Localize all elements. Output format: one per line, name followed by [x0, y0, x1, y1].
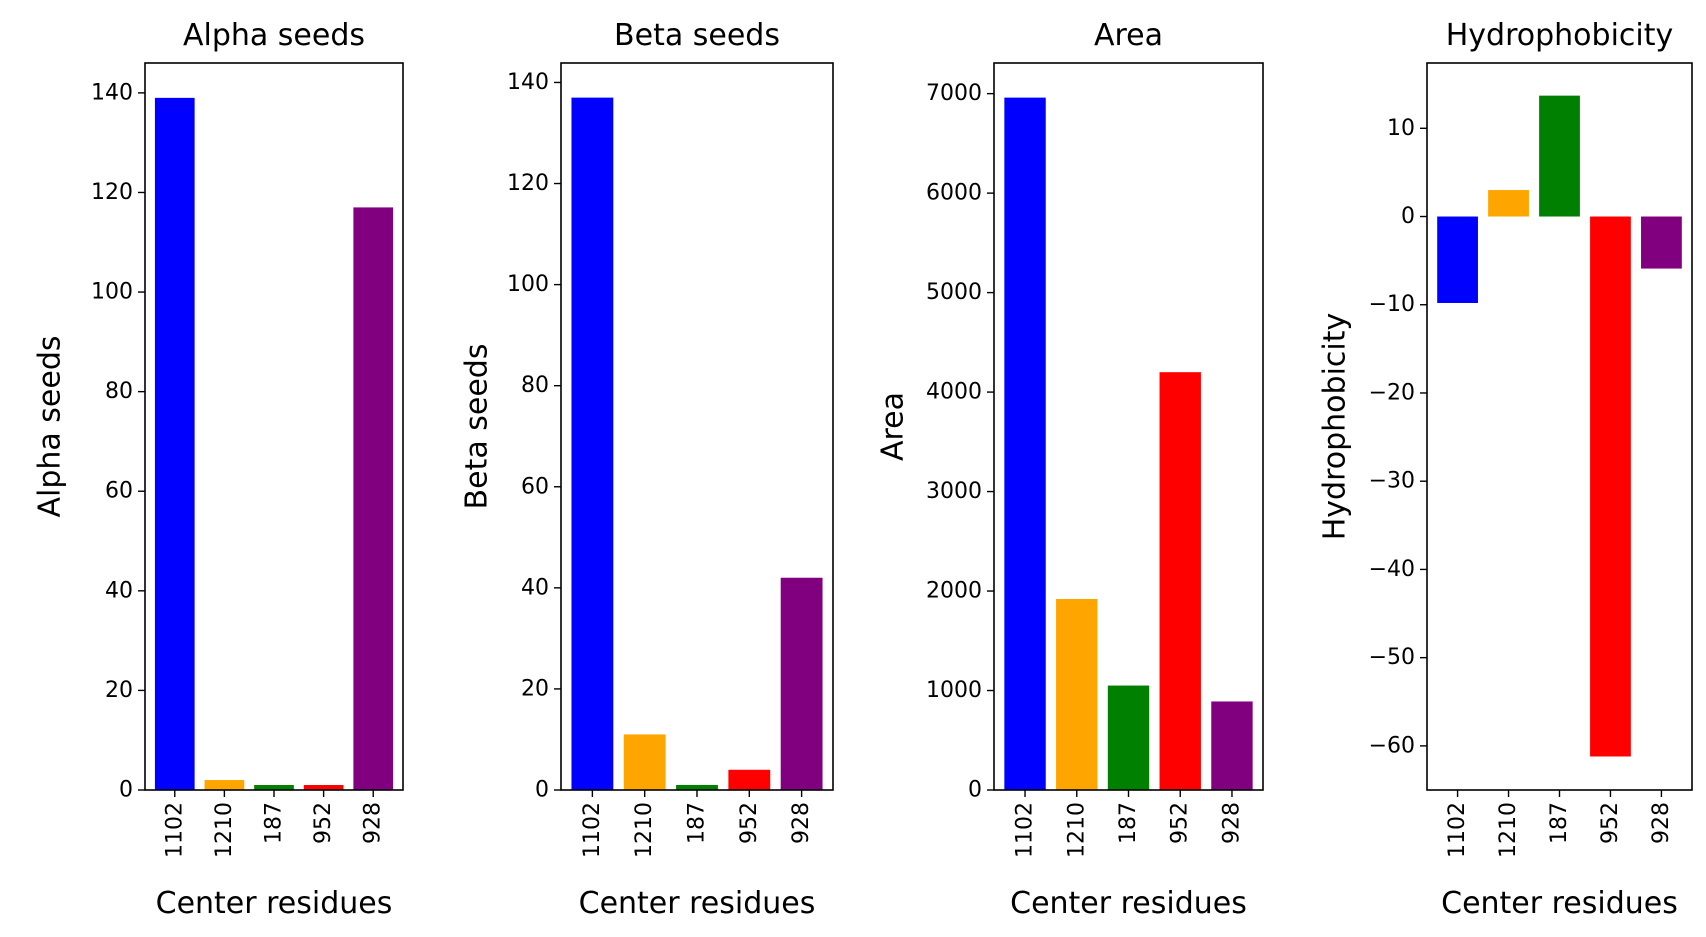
bar-952 — [303, 785, 344, 790]
x-tick-label: 187 — [1116, 802, 1141, 844]
x-tick-label: 928 — [1219, 802, 1244, 844]
y-tick-label: 40 — [105, 578, 133, 603]
chart-title: Hydrophobicity — [1446, 18, 1674, 53]
y-tick-label: −30 — [1369, 469, 1415, 494]
y-axis-label: Beta seeds — [460, 344, 495, 510]
bar-1102 — [154, 97, 195, 791]
y-tick-label: −40 — [1369, 557, 1415, 582]
y-tick-label: 1000 — [926, 678, 982, 703]
x-tick-label: 1210 — [1064, 802, 1089, 858]
panel-hydrophobicity: Hydrophobicity Hydrophobicity Center res… — [1318, 18, 1693, 921]
y-tick-label: 0 — [968, 778, 982, 803]
y-tick-label: 5000 — [926, 280, 982, 305]
x-tick-label: 952 — [311, 802, 336, 844]
y-tick-label: 100 — [507, 272, 549, 297]
x-axis-label: Center residues — [579, 886, 816, 921]
bar-928 — [353, 207, 394, 790]
panel-beta-seeds: Beta seeds Beta seeds Center residues 0 2… — [460, 18, 834, 921]
x-tick-label: 187 — [1547, 802, 1572, 844]
y-tick-label: −60 — [1369, 733, 1415, 758]
y-tick-label: 0 — [119, 778, 133, 803]
y-tick-label: 100 — [91, 280, 133, 305]
x-tick-label: 928 — [789, 802, 814, 844]
x-tick-label: 187 — [685, 802, 710, 844]
y-tick-label: 6000 — [926, 181, 982, 206]
x-tick-label: 1102 — [580, 802, 605, 858]
y-axis-label: Alpha seeds — [33, 335, 68, 517]
x-tick-label: 1210 — [1496, 802, 1521, 858]
x-axis-label: Center residues — [156, 886, 393, 921]
y-tick-label: 4000 — [926, 380, 982, 405]
bar-187 — [676, 784, 718, 790]
y-tick-label: 60 — [105, 479, 133, 504]
chart-title: Area — [1094, 18, 1163, 53]
bar-928 — [1641, 216, 1682, 269]
bar-1210 — [1488, 190, 1529, 217]
panel-area: Area Area Center residues 0 1000 2000 3000 4… — [876, 18, 1264, 921]
bar-952 — [728, 769, 771, 790]
x-tick-label: 952 — [1168, 802, 1193, 844]
bar-928 — [780, 577, 823, 790]
y-tick-label: 80 — [521, 373, 549, 398]
bar-928 — [1211, 701, 1253, 790]
x-tick-label: 1102 — [162, 802, 187, 858]
x-axis-label: Center residues — [1441, 886, 1678, 921]
bar-187 — [1107, 685, 1150, 790]
y-tick-label: 140 — [91, 80, 133, 105]
x-tick-label: 187 — [262, 802, 287, 844]
bar-187 — [254, 785, 294, 790]
y-tick-label: 60 — [521, 474, 549, 499]
x-tick-label: 928 — [1649, 802, 1674, 844]
y-tick-label: 20 — [521, 676, 549, 701]
x-tick-label: 952 — [1598, 802, 1623, 844]
y-tick-label: 3000 — [926, 479, 982, 504]
y-tick-label: 0 — [535, 778, 549, 803]
y-tick-label: 10 — [1387, 116, 1415, 141]
chart-title: Alpha seeds — [183, 18, 365, 53]
y-tick-label: −50 — [1369, 645, 1415, 670]
y-axis-label: Area — [876, 392, 911, 461]
bar-952 — [1590, 216, 1631, 757]
y-axis-label: Hydrophobicity — [1318, 313, 1353, 541]
y-tick-label: −20 — [1369, 380, 1415, 405]
y-tick-label: 120 — [91, 180, 133, 205]
x-tick-label: 928 — [361, 802, 386, 844]
panel-alpha-seeds: Alpha seeds Alpha seeds Center residues … — [33, 18, 404, 921]
x-tick-label: 1210 — [212, 802, 237, 858]
x-tick-label: 1102 — [1445, 802, 1470, 858]
y-tick-label: 2000 — [926, 579, 982, 604]
y-tick-label: 80 — [105, 379, 133, 404]
y-tick-label: 7000 — [926, 81, 982, 106]
x-tick-label: 952 — [737, 802, 762, 844]
y-tick-label: 140 — [507, 70, 549, 95]
bar-187 — [1539, 95, 1580, 217]
bar-1102 — [1437, 216, 1478, 303]
x-axis-label: Center residues — [1010, 886, 1247, 921]
bar-952 — [1159, 372, 1201, 790]
bar-1210 — [623, 734, 666, 790]
y-tick-label: 0 — [1401, 204, 1415, 229]
bar-1210 — [204, 780, 245, 790]
bar-1210 — [1056, 598, 1098, 790]
chart-title: Beta seeds — [614, 18, 780, 53]
x-tick-label: 1102 — [1013, 802, 1038, 858]
bar-1102 — [571, 97, 614, 791]
y-tick-label: 40 — [521, 575, 549, 600]
bar-1102 — [1004, 97, 1046, 791]
y-tick-label: 120 — [507, 171, 549, 196]
x-tick-label: 1210 — [632, 802, 657, 858]
y-tick-label: −10 — [1369, 292, 1415, 317]
y-tick-label: 20 — [105, 678, 133, 703]
